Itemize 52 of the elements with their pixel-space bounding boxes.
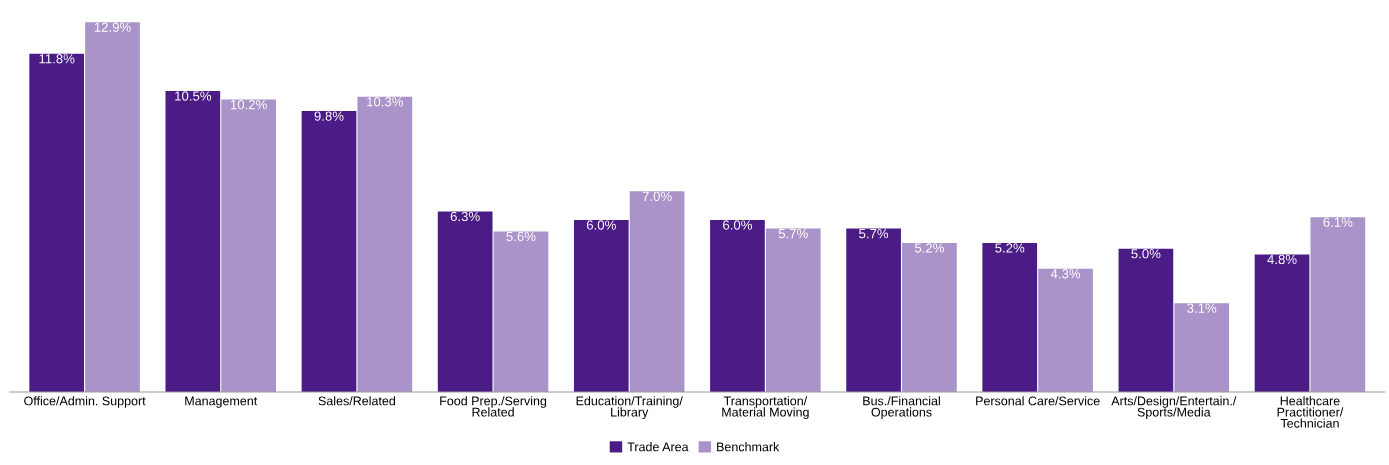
- bar: [573, 220, 629, 392]
- x-tick-label: Sales/Related: [318, 396, 396, 406]
- bar: [710, 220, 765, 392]
- data-label: 10.3%: [367, 97, 404, 107]
- bar: [437, 211, 493, 392]
- bar: [493, 231, 549, 392]
- data-label: 5.0%: [1131, 249, 1161, 259]
- data-label: 12.9%: [94, 22, 131, 32]
- data-label: 4.8%: [1267, 254, 1297, 265]
- x-tick-label: Management: [185, 396, 258, 408]
- x-tick-label: Transportation/ Material Moving: [722, 396, 809, 420]
- x-tick-label: Healthcare Practitioner/ Technician: [1277, 396, 1344, 428]
- bar: [902, 242, 957, 392]
- x-tick-label: Education/Training/ Library: [576, 396, 683, 420]
- data-label: 5.2%: [995, 243, 1025, 253]
- data-label: 5.7%: [859, 229, 889, 239]
- bar: [357, 96, 413, 392]
- data-label: 11.8%: [39, 54, 75, 64]
- data-label: 7.0%: [642, 191, 672, 202]
- data-label: 5.2%: [914, 243, 944, 253]
- bar: [765, 228, 821, 392]
- data-label: 6.0%: [723, 220, 753, 230]
- bar: [301, 111, 357, 392]
- data-label: 3.1%: [1187, 303, 1217, 313]
- bar: [982, 242, 1038, 392]
- bar: [629, 191, 685, 392]
- data-label: 9.8%: [314, 111, 344, 121]
- data-label: 10.2%: [230, 99, 267, 110]
- data-label: 5.6%: [506, 231, 536, 242]
- data-label: 5.7%: [778, 229, 808, 239]
- legend-label: Benchmark: [717, 442, 780, 452]
- x-tick-label: Office/Admin. Support: [24, 396, 146, 408]
- data-label: 6.0%: [586, 220, 616, 230]
- data-label: 6.1%: [1323, 217, 1353, 227]
- x-tick-label: Personal Care/Service: [976, 396, 1100, 406]
- x-tick-label: Arts/Design/Entertain./ Sports/Media: [1111, 396, 1237, 420]
- bar: [85, 22, 140, 392]
- x-tick-label: Food Prep./Serving Related: [440, 396, 547, 417]
- data-label: 10.5%: [175, 91, 212, 101]
- data-label: 6.3%: [450, 211, 480, 222]
- bar: [165, 91, 221, 392]
- x-tick-label: Bus./Financial Operations: [863, 396, 940, 420]
- data-label: 4.3%: [1050, 269, 1081, 279]
- bar: [1038, 268, 1093, 392]
- bar: [221, 99, 277, 392]
- bar: [1310, 217, 1366, 392]
- bar: [846, 228, 901, 392]
- bar: [1118, 248, 1174, 392]
- bar: [1174, 303, 1230, 392]
- bar: [1254, 254, 1310, 392]
- legend-label: Trade Area: [627, 442, 689, 452]
- bar: [29, 53, 85, 392]
